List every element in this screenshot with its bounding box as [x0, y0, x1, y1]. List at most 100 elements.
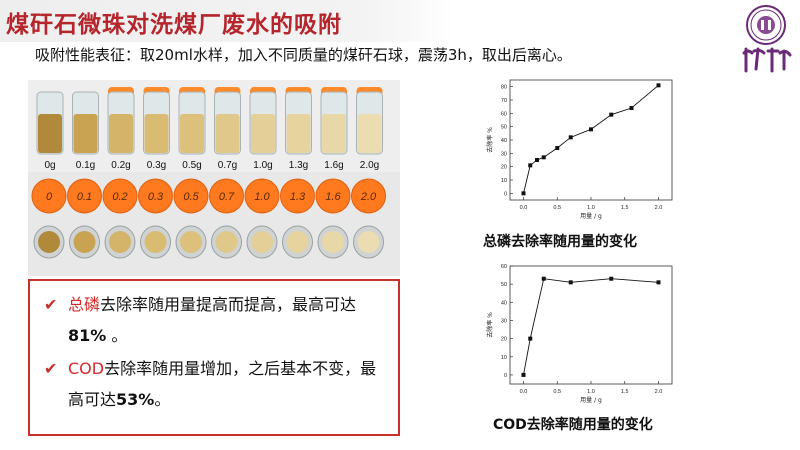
vial-bottom-liquid [286, 231, 309, 253]
orange-cap [244, 178, 280, 214]
tsinghua-logo [742, 5, 792, 73]
vial-bottom-liquid [73, 231, 96, 253]
conclusion-box: ✔ 总磷去除率随用量提高而提高，最高可达 81% 。 ✔ COD去除率随用量增加，… [28, 279, 400, 436]
vial-bottom-liquid [322, 231, 344, 253]
dose-label: 2.0g [360, 160, 379, 171]
data-point [528, 163, 533, 168]
series-line [523, 84, 659, 194]
vial-photo-illustration: 0g 0.1g 0.2g 0.3g 0.5g 0.7g 1.0g 1.3g 1.6g 2.0g 0… [28, 80, 400, 276]
data-point [568, 280, 573, 285]
vial-liquid [322, 114, 346, 153]
dose-label: 1.0g [253, 160, 272, 171]
orange-cap [280, 178, 315, 214]
x-tick-label: 1.5 [621, 389, 629, 395]
highlight-cod: COD [68, 359, 105, 378]
y-tick-label: 10 [501, 178, 507, 184]
vial-bottom-liquid [180, 231, 202, 253]
data-point [629, 106, 634, 110]
x-tick-label: 1.0 [587, 389, 595, 395]
cap-label: 2.0 [360, 191, 377, 203]
cod-chart: 0.0 0.5 1.0 1.5 2.0 0 10 20 30 40 50 60 用量 / g 去除率 % [486, 264, 673, 404]
dose-label: 0.2g [111, 160, 130, 171]
data-point [609, 276, 614, 281]
highlight-tp: 总磷 [68, 295, 101, 314]
cap-label: 0.1 [77, 191, 92, 203]
orange-cap [351, 178, 386, 214]
check-icon: ✔ [44, 359, 58, 378]
orange-cap [67, 178, 102, 214]
cap-label: 0.5 [183, 191, 199, 203]
y-tick-label: 40 [501, 300, 507, 306]
cod-chart-caption: COD去除率随用量的变化 [493, 417, 653, 433]
page-title: 煤矸石微珠对洗煤厂废水的吸附 [6, 12, 342, 38]
vial-liquid [109, 114, 133, 153]
y-tick-label: 20 [501, 337, 507, 343]
cap-label: 0.7 [219, 191, 235, 203]
x-tick-label: 1.0 [587, 205, 595, 211]
x-tick-label: 2.0 [655, 205, 663, 211]
orange-cap [31, 178, 67, 214]
x-tick-label: 0.0 [520, 205, 528, 211]
data-point [609, 112, 614, 117]
data-point [528, 336, 533, 341]
data-point [568, 135, 573, 140]
vial-bottom-liquid [109, 231, 131, 253]
vial-liquid [286, 114, 311, 153]
y-tick-label: 30 [501, 318, 507, 324]
cap-label: 0.2 [112, 191, 127, 203]
vial-liquid [251, 114, 275, 153]
x-tick-label: 0.0 [520, 389, 528, 395]
y-tick-label: 60 [501, 111, 507, 117]
x-axis-label: 用量 / g [580, 213, 602, 220]
cap-label: 1.3 [290, 191, 306, 203]
data-point [521, 372, 526, 377]
y-tick-label: 60 [501, 264, 507, 270]
y-tick-label: 30 [501, 151, 507, 157]
page-subtitle: 吸附性能表征：取20ml水样，加入不同质量的煤矸石球，震荡3h，取出后离心。 [35, 46, 572, 64]
dose-label: 1.6g [324, 160, 343, 171]
orange-cap [102, 178, 138, 214]
check-icon: ✔ [44, 295, 58, 314]
data-point [589, 127, 593, 132]
cap-label: 0 [46, 191, 53, 203]
y-tick-label: 50 [501, 282, 507, 288]
data-point [555, 146, 560, 150]
dose-label: 0.7g [218, 160, 237, 171]
orange-cap [209, 178, 244, 214]
data-point [521, 191, 526, 196]
tp-chart-caption: 总磷去除率随用量的变化 [483, 234, 637, 250]
x-axis-label: 用量 / g [580, 397, 602, 404]
vial-liquid [180, 114, 204, 153]
cod-chart-frame [509, 265, 673, 385]
dose-label: 1.3g [289, 160, 308, 171]
vial-bottom-liquid [38, 231, 60, 253]
vial-bottom-liquid [251, 231, 273, 253]
orange-cap [173, 178, 209, 214]
x-tick-label: 2.0 [655, 389, 663, 395]
x-tick-label: 0.5 [553, 205, 561, 211]
series-line [523, 278, 659, 376]
title-band [0, 0, 455, 42]
y-tick-label: 20 [501, 165, 507, 171]
y-tick-label: 50 [501, 125, 507, 131]
vial-bottom-liquid [144, 231, 167, 253]
data-point [656, 83, 661, 88]
dose-label: 0.3g [147, 160, 166, 171]
cap-label: 0.3 [148, 191, 164, 203]
y-tick-label: 10 [501, 355, 507, 361]
vial-bottom-liquid [357, 231, 380, 253]
dose-label: 0.5g [182, 160, 201, 171]
tp-chart-frame [509, 79, 673, 201]
data-point [656, 280, 661, 285]
y-tick-label: 0 [504, 373, 507, 379]
data-point [541, 155, 546, 160]
conclusion-item-tp: ✔ 总磷去除率随用量提高而提高，最高可达 81% 。 [44, 289, 388, 351]
y-tick-label: 70 [501, 98, 507, 104]
y-tick-label: 80 [501, 85, 507, 91]
x-tick-label: 1.5 [621, 205, 629, 211]
orange-cap [315, 178, 351, 214]
vial-liquid [144, 114, 169, 153]
y-tick-label: 0 [504, 191, 507, 197]
dose-label: 0.1g [76, 160, 95, 171]
data-point [535, 158, 539, 162]
